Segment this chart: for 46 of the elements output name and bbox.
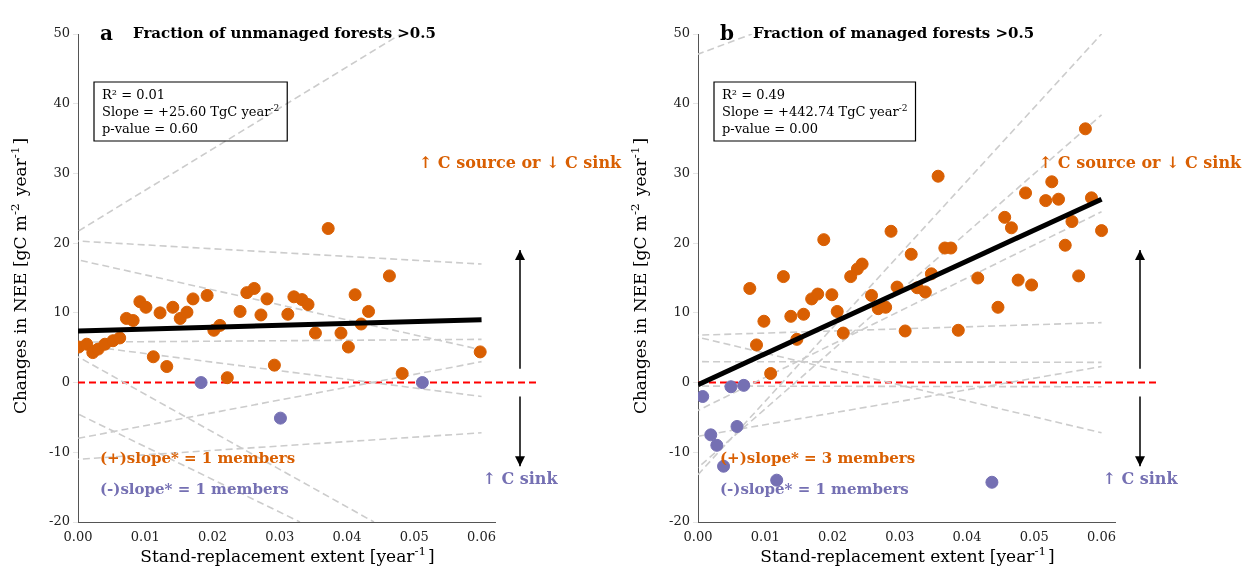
x-tick-label: 0.00 — [683, 529, 713, 545]
annotation: R² = 0.49 — [722, 87, 786, 102]
annotation: (-)slope* = 1 members — [100, 480, 289, 499]
y-tick-label: 20 — [673, 234, 690, 250]
x-tick-label: 0.00 — [63, 529, 93, 545]
chart-title: Fraction of unmanaged forests >0.5 — [133, 24, 436, 42]
y-tick-label: -10 — [49, 443, 70, 459]
chart-title: Fraction of managed forests >0.5 — [753, 24, 1035, 42]
x-tick-label: 0.06 — [1087, 529, 1117, 545]
x-tick-label: 0.05 — [399, 529, 429, 545]
y-tick-label: 40 — [53, 95, 70, 111]
annotation: ↑ C sink — [1102, 468, 1179, 488]
annotation: p-value = 0.60 — [102, 121, 199, 136]
x-tick-label: 0.02 — [818, 529, 847, 545]
x-tick-label: 0.03 — [265, 529, 295, 545]
annotation: a — [100, 21, 113, 45]
y-tick-label: 30 — [53, 164, 70, 180]
y-tick-label: 20 — [53, 234, 70, 250]
x-tick-label: 0.06 — [467, 529, 497, 545]
annotation: b — [720, 21, 734, 45]
x-tick-label: 0.02 — [198, 529, 227, 545]
y-tick-label: 50 — [673, 25, 690, 41]
y-tick-label: 0 — [61, 373, 70, 389]
y-tick-label: 10 — [673, 304, 690, 320]
y-tick-label: -20 — [669, 513, 690, 529]
x-tick-label: 0.04 — [332, 529, 362, 545]
y-tick-label: -10 — [669, 443, 690, 459]
y-tick-label: -20 — [49, 513, 70, 529]
y-tick-label: 0 — [681, 373, 690, 389]
x-tick-label: 0.01 — [750, 529, 780, 545]
x-tick-label: 0.05 — [1019, 529, 1049, 545]
annotation: ↑ C source or ↓ C sink — [1038, 152, 1243, 172]
annotation: (-)slope* = 1 members — [720, 480, 909, 499]
y-tick-label: 10 — [53, 304, 70, 320]
annotation: R² = 0.01 — [102, 87, 166, 102]
y-tick-label: 40 — [673, 95, 690, 111]
x-tick-label: 0.01 — [130, 529, 160, 545]
annotation: ↑ C sink — [482, 468, 559, 488]
annotation: (+)slope* = 1 members — [100, 448, 296, 467]
x-tick-label: 0.04 — [952, 529, 982, 545]
annotation: (+)slope* = 3 members — [720, 448, 916, 467]
x-tick-label: 0.03 — [885, 529, 915, 545]
annotation: p-value = 0.00 — [722, 121, 819, 136]
annotation: ↑ C source or ↓ C sink — [418, 152, 623, 172]
y-tick-label: 30 — [673, 164, 690, 180]
y-tick-label: 50 — [53, 25, 70, 41]
